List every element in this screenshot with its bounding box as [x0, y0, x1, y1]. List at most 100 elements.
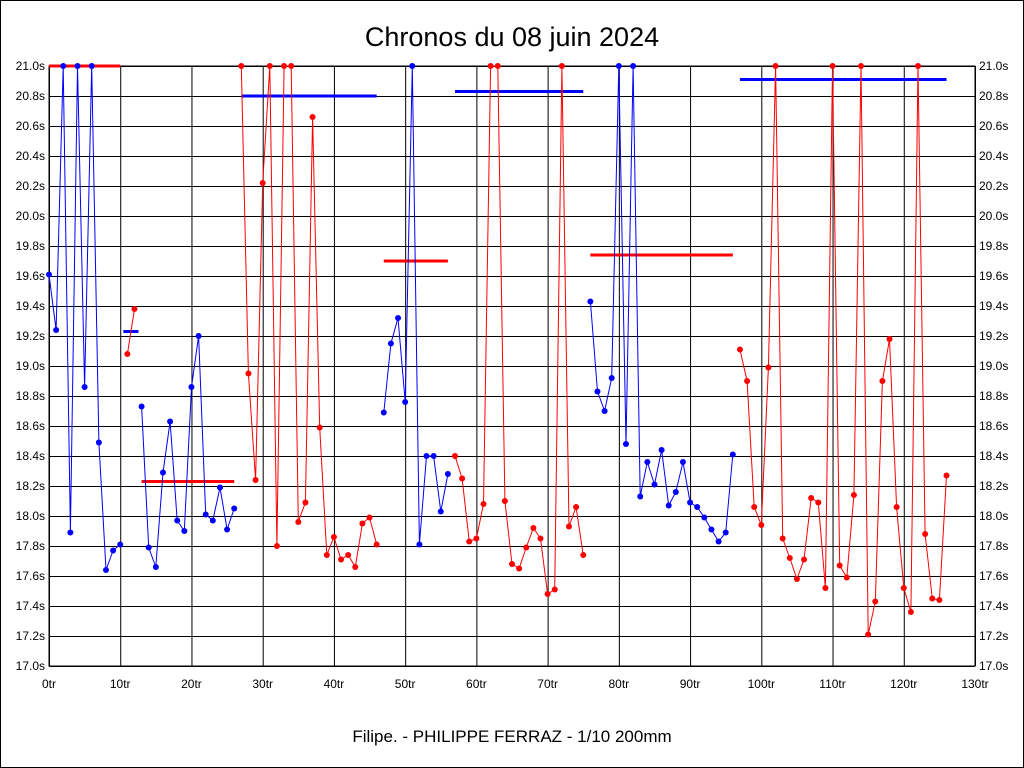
chart-title: Chronos du 08 juin 2024: [365, 22, 659, 52]
data-point: [231, 505, 238, 512]
y-tick-label-left: 19.6s: [16, 269, 45, 283]
data-point: [309, 114, 316, 120]
x-tick-label: 120tr: [890, 677, 917, 691]
data-point: [316, 424, 323, 431]
data-point: [715, 538, 722, 545]
y-tick-label-left: 18.0s: [16, 509, 45, 523]
y-tick-label-right: 19.2s: [979, 329, 1008, 343]
y-tick-label-right: 20.6s: [979, 119, 1008, 133]
x-tick-label: 110tr: [819, 677, 845, 691]
data-point: [266, 63, 273, 69]
data-point: [736, 346, 743, 353]
y-tick-label-right: 20.4s: [979, 149, 1008, 163]
data-point: [345, 552, 352, 558]
data-point: [188, 384, 195, 390]
mean-lines: [49, 64, 947, 483]
data-point: [679, 459, 686, 465]
y-tick-label-left: 20.0s: [16, 209, 45, 223]
data-point: [373, 541, 380, 548]
chart-footer: Filipe. - PHILIPPE FERRAZ - 1/10 200mm: [352, 727, 671, 746]
data-point: [302, 499, 309, 506]
y-tick-label-left: 18.6s: [16, 419, 45, 433]
data-point: [922, 531, 929, 537]
x-tick-label: 80tr: [609, 677, 630, 691]
data-point: [893, 504, 900, 510]
data-point: [658, 447, 665, 453]
data-point: [110, 547, 117, 554]
y-tick-label-left: 19.8s: [16, 239, 45, 253]
y-tick-label-right: 18.2s: [979, 479, 1008, 493]
data-point: [608, 375, 615, 381]
y-tick-label-right: 18.8s: [979, 389, 1008, 403]
data-point: [74, 63, 81, 69]
y-tick-label-left: 18.2s: [16, 479, 45, 493]
y-tick-label-right: 17.6s: [979, 569, 1008, 583]
y-tick-label-left: 18.4s: [16, 449, 45, 463]
data-point: [366, 514, 373, 521]
data-point: [330, 534, 337, 540]
y-tick-label-right: 21.0s: [979, 59, 1008, 73]
y-tick-label-left: 17.2s: [16, 629, 45, 643]
data-point: [181, 528, 188, 534]
series-layer: [46, 63, 950, 638]
y-tick-label-right: 17.2s: [979, 629, 1008, 643]
x-tick-label: 0tr: [42, 677, 56, 691]
data-point: [523, 544, 530, 551]
data-point: [708, 526, 715, 533]
series-line-segment-7: [589, 65, 734, 543]
y-tick-label-right: 18.0s: [979, 509, 1008, 523]
data-point: [516, 565, 523, 572]
y-tick-label-left: 17.6s: [16, 569, 45, 583]
y-tick-label-right: 19.6s: [979, 269, 1008, 283]
data-point: [886, 336, 893, 342]
data-point: [167, 418, 174, 425]
data-point: [915, 63, 922, 69]
data-point: [409, 63, 416, 69]
data-point: [459, 475, 466, 482]
data-point: [352, 564, 359, 570]
data-point: [209, 517, 216, 524]
data-point: [288, 63, 295, 69]
data-point: [558, 63, 565, 69]
data-point: [88, 63, 95, 69]
y-tick-label-left: 20.4s: [16, 149, 45, 163]
data-point: [829, 63, 836, 69]
data-point: [224, 526, 231, 533]
data-point: [95, 439, 102, 446]
y-tick-label-left: 17.4s: [16, 599, 45, 613]
y-tick-label-left: 19.2s: [16, 329, 45, 343]
data-point: [808, 495, 815, 501]
data-point: [494, 63, 501, 69]
data-point: [452, 453, 459, 459]
data-point: [701, 514, 708, 521]
x-tick-label: 90tr: [680, 677, 701, 691]
y-tick-label-right: 19.8s: [979, 239, 1008, 253]
data-point: [551, 586, 558, 593]
y-tick-label-left: 17.0s: [16, 659, 45, 673]
y-axis-right: 17.0s 17.2s 17.4s 17.6s 17.8s 18.0s 18.2s 18.4s…: [979, 59, 1008, 673]
data-point: [501, 498, 508, 504]
data-point: [145, 544, 152, 551]
data-point: [936, 597, 943, 603]
data-point: [850, 492, 857, 498]
data-point: [943, 472, 950, 479]
data-point: [772, 63, 779, 69]
data-point: [117, 541, 124, 548]
data-point: [672, 489, 679, 495]
data-point: [238, 63, 245, 69]
data-point: [437, 508, 444, 515]
data-point: [430, 453, 437, 459]
data-point: [744, 378, 751, 384]
data-point: [573, 504, 580, 510]
data-point: [865, 631, 872, 638]
data-point: [152, 564, 159, 570]
data-point: [765, 364, 772, 371]
data-point: [487, 63, 494, 69]
data-point: [252, 477, 259, 483]
data-point: [630, 63, 637, 69]
data-point: [544, 591, 551, 597]
data-point: [872, 598, 879, 605]
data-point: [102, 567, 109, 573]
data-point: [900, 585, 907, 591]
y-tick-label-left: 17.8s: [16, 539, 45, 553]
